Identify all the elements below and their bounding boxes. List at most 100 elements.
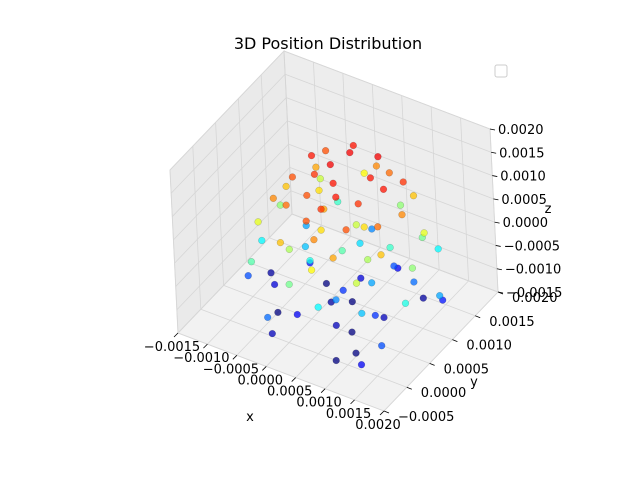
scatter-point (357, 361, 366, 369)
scatter-point (247, 258, 256, 266)
scatter-point (332, 193, 340, 201)
scatter-point (332, 321, 340, 330)
z-grid-back (286, 97, 493, 176)
scatter-point (310, 236, 318, 244)
y-tick-label: 0.0020 (512, 291, 558, 306)
scatter-point (317, 205, 325, 213)
scatter-point (419, 294, 427, 302)
scatter-point (409, 192, 418, 200)
z-tick-label: 0.0005 (501, 193, 547, 208)
scatter-point (285, 245, 293, 254)
scatter-point (420, 229, 428, 237)
axes-grid (169, 50, 499, 412)
y-axis-label: y (470, 375, 478, 390)
x-tick (262, 366, 267, 371)
z-axis-label: z (545, 202, 552, 217)
scatter-point (332, 356, 340, 365)
scatter-point (338, 247, 346, 255)
x-tick (232, 355, 238, 360)
y-grid-left (215, 122, 224, 286)
y-tick-label: 0.0000 (421, 386, 467, 401)
y-grid-left (283, 50, 293, 215)
y-tick-label: 0.0005 (444, 362, 490, 377)
y-grid-left (169, 169, 179, 334)
scatter-point (315, 186, 323, 195)
scatter-point (396, 201, 405, 209)
z-grid-left (175, 167, 291, 287)
x-tick (320, 388, 326, 393)
scatter-point (258, 236, 266, 245)
y-tick (429, 363, 435, 366)
z-tick-label: 0.0015 (499, 146, 544, 161)
scatter-point (264, 313, 272, 322)
chart-title: 3D Position Distribution (234, 34, 422, 53)
scatter-point (274, 308, 282, 317)
y-grid-floor (200, 308, 407, 388)
scatter-point (276, 238, 285, 247)
scatter-point (314, 303, 322, 311)
scatter-point (377, 251, 385, 259)
z-grid-left (169, 50, 285, 171)
z-tick (495, 245, 501, 247)
x-grid-floor (383, 291, 499, 412)
scatter-point (366, 174, 375, 182)
scatter-point (332, 296, 340, 304)
scatter-point (267, 269, 275, 277)
z-tick-label: −0.0015 (506, 286, 562, 301)
scatter-point (269, 194, 277, 202)
y-tick (475, 315, 481, 319)
z-grid-back (283, 50, 491, 130)
x-grid-floor (324, 269, 440, 389)
x-grid-back (430, 106, 440, 270)
scatter-point (356, 239, 364, 247)
scatter-point (282, 182, 290, 191)
scatter-point (306, 256, 314, 265)
scatter-point (326, 160, 334, 169)
z-grid-left (173, 120, 288, 241)
x-tick-label: 0.0015 (326, 407, 372, 422)
z-tick-label: −0.0005 (504, 239, 560, 254)
y-grid-left (260, 74, 270, 238)
scatter-point (380, 313, 388, 322)
y-grid-left (238, 98, 247, 262)
scatter-point (372, 162, 381, 170)
z-grid-back (289, 167, 496, 246)
scatter-point (360, 223, 368, 231)
y-grid-floor (223, 285, 430, 364)
scatter-point (371, 311, 379, 320)
x-grid-back (489, 128, 499, 293)
scatter-point (390, 262, 398, 270)
scatter-point (358, 309, 366, 318)
scatter-point (401, 299, 410, 307)
scatter-point (307, 151, 316, 160)
y-grid-floor (177, 332, 385, 412)
scatter-point (374, 223, 382, 231)
scatter-point (434, 245, 442, 253)
scatter-point (244, 272, 252, 280)
scatter-point (254, 218, 262, 226)
scatter-point (322, 279, 331, 288)
scatter-point (354, 200, 362, 208)
x-tick (203, 343, 208, 349)
x-grid-floor (265, 247, 381, 367)
x-grid-floor (295, 258, 411, 378)
scatter-point (352, 349, 360, 357)
scatter-point (303, 191, 311, 200)
scatter-point (399, 178, 407, 186)
z-grid-back (290, 190, 497, 270)
scatter-point (379, 185, 388, 193)
axis-ticks: −0.0015−0.0010−0.00050.00000.00050.00100… (144, 123, 563, 433)
scatter-point (378, 342, 386, 350)
z-tick-label: 0.0020 (498, 123, 544, 138)
scatter-point (364, 255, 372, 264)
scatter-point (348, 298, 356, 306)
y-tick (383, 410, 390, 414)
z-tick (491, 151, 497, 154)
scatter-point (385, 169, 393, 177)
x-tick-label: −0.0010 (173, 351, 229, 366)
scatter-point (339, 286, 347, 294)
scatter-point (360, 169, 368, 177)
x-grid-back (342, 73, 352, 237)
scatter-point (316, 175, 324, 183)
x-grid-back (313, 62, 322, 226)
